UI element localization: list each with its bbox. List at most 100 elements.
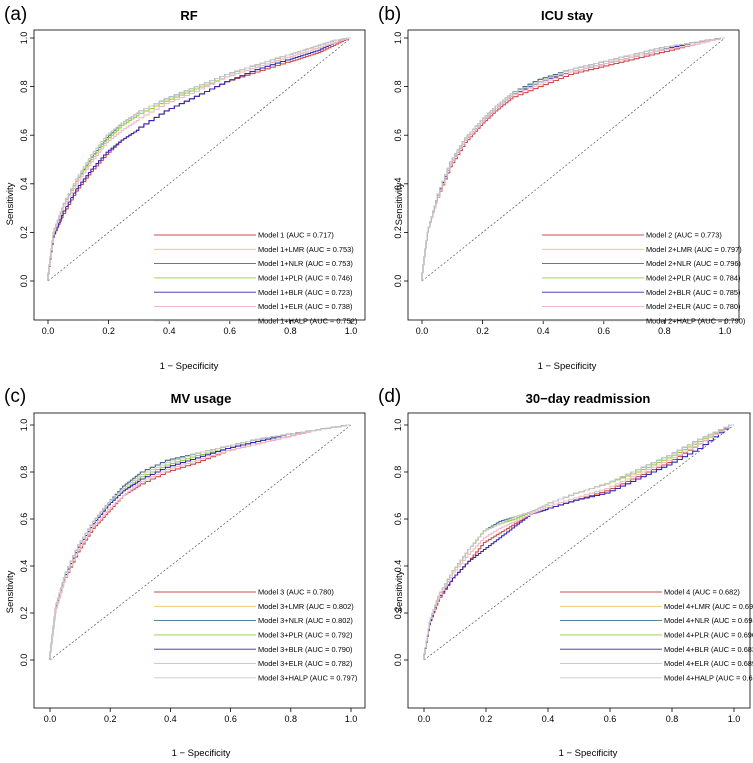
y-tick-label: 1.0 — [393, 419, 403, 432]
legend-label: Model 4 (AUC = 0.682) — [664, 588, 740, 597]
legend-label: Model 3+NLR (AUC = 0.802) — [258, 616, 353, 625]
x-tick-label: 0.8 — [666, 714, 679, 724]
legend-label: Model 1+HALP (AUC = 0.752) — [258, 316, 357, 325]
plot-frame — [33, 29, 366, 321]
x-axis-label: 1 − Specificity — [160, 361, 219, 372]
y-tick-label: 0.2 — [19, 607, 29, 620]
legend-label: Model 3+BLR (AUC = 0.790) — [258, 645, 352, 654]
y-tick-label: 0.8 — [19, 466, 29, 479]
chart-title: ICU stay — [541, 8, 594, 23]
x-tick-label: 0.0 — [416, 326, 429, 336]
x-tick-label: 0.8 — [285, 714, 298, 724]
y-tick-label: 0.0 — [393, 654, 403, 667]
y-tick-label: 0.6 — [393, 129, 403, 142]
y-tick-label: 0.8 — [393, 80, 403, 93]
plot-frame — [407, 412, 751, 709]
y-axis-label: Sensitivity — [5, 570, 16, 613]
x-tick-label: 0.0 — [418, 714, 431, 724]
panel-letter: (a) — [4, 4, 27, 25]
x-axis-label: 1 − Specificity — [559, 748, 618, 759]
y-tick-label: 0.8 — [393, 466, 403, 479]
legend-label: Model 3+HALP (AUC = 0.797) — [258, 673, 357, 682]
panel-letter: (d) — [378, 386, 401, 407]
x-tick-label: 0.2 — [104, 714, 117, 724]
legend-label: Model 1 (AUC = 0.717) — [258, 231, 334, 240]
roc-curve — [423, 424, 734, 660]
reference-diagonal — [423, 424, 735, 661]
x-axis-label: 1 − Specificity — [172, 748, 231, 759]
legend-label: Model 1+ELR (AUC = 0.738) — [258, 302, 352, 311]
x-tick-label: 0.6 — [604, 714, 617, 724]
legend-label: Model 1+LMR (AUC = 0.753) — [258, 245, 354, 254]
legend-label: Model 4+PLR (AUC = 0.696) — [664, 631, 753, 640]
y-tick-label: 1.0 — [19, 419, 29, 432]
y-tick-label: 1.0 — [393, 32, 403, 45]
x-tick-label: 0.4 — [164, 714, 177, 724]
chart-title: RF — [180, 8, 197, 23]
x-tick-label: 1.0 — [719, 326, 732, 336]
y-tick-label: 0.0 — [19, 275, 29, 288]
y-axis-label: Sensitivity — [5, 182, 16, 225]
legend-label: Model 4+ELR (AUC = 0.689) — [664, 659, 753, 668]
panel-b: (b) ICU stay 1 − Specificity Sensitivity… — [378, 4, 745, 372]
panel-d: (d) 30−day readmission 1 − Specificity S… — [378, 386, 753, 759]
legend-label: Model 2+BLR (AUC = 0.785) — [646, 288, 740, 297]
y-tick-label: 0.6 — [393, 513, 403, 526]
legend-label: Model 1+PLR (AUC = 0.746) — [258, 274, 352, 283]
roc-curve — [423, 424, 734, 660]
x-axis-label: 1 − Specificity — [538, 361, 597, 372]
y-tick-label: 0.2 — [393, 226, 403, 239]
y-tick-label: 0.8 — [19, 80, 29, 93]
x-tick-label: 0.6 — [224, 326, 237, 336]
roc-curve — [421, 37, 725, 281]
chart-title: MV usage — [171, 391, 232, 406]
y-tick-label: 0.4 — [19, 560, 29, 573]
legend-label: Model 2+ELR (AUC = 0.780) — [646, 302, 740, 311]
legend-label: Model 2+PLR (AUC = 0.784) — [646, 274, 740, 283]
roc-curve — [423, 424, 734, 660]
reference-diagonal — [421, 37, 726, 282]
roc-curve — [47, 37, 351, 281]
legend-label: Model 2+NLR (AUC = 0.796) — [646, 259, 741, 268]
x-tick-label: 0.0 — [44, 714, 57, 724]
plot-frame — [33, 412, 366, 709]
y-tick-label: 0.2 — [19, 226, 29, 239]
reference-diagonal — [47, 37, 352, 282]
y-tick-label: 0.4 — [393, 560, 403, 573]
panel-c: (c) MV usage 1 − Specificity Sensitivity… — [4, 386, 366, 759]
y-tick-label: 0.6 — [19, 513, 29, 526]
roc-curve — [47, 37, 351, 281]
legend-label: Model 4+HALP (AUC = 0.697) — [664, 673, 753, 682]
y-tick-label: 1.0 — [19, 32, 29, 45]
legend-label: Model 3+PLR (AUC = 0.792) — [258, 631, 352, 640]
legend-label: Model 1+NLR (AUC = 0.753) — [258, 259, 353, 268]
y-tick-label: 0.0 — [393, 275, 403, 288]
x-tick-label: 0.2 — [476, 326, 489, 336]
legend-label: Model 2+HALP (AUC = 0.790) — [646, 316, 745, 325]
y-tick-label: 0.4 — [393, 178, 403, 191]
roc-curve — [49, 424, 351, 660]
roc-curve — [47, 37, 351, 281]
legend-label: Model 4+NLR (AUC = 0.698) — [664, 616, 753, 625]
legend-label: Model 1+BLR (AUC = 0.723) — [258, 288, 352, 297]
y-axis-label: Sensitivity — [394, 182, 405, 225]
legend-label: Model 2 (AUC = 0.773) — [646, 231, 722, 240]
legend-label: Model 3 (AUC = 0.780) — [258, 588, 334, 597]
panel-a: (a) RF 1 − Specificity Sensitivity 0.0 0.… — [4, 4, 366, 372]
y-tick-label: 0.6 — [19, 129, 29, 142]
y-axis-label: Sensitivity — [394, 570, 405, 613]
panel-letter: (c) — [4, 386, 26, 407]
x-tick-label: 0.0 — [42, 326, 55, 336]
roc-curve — [421, 37, 725, 281]
y-tick-label: 0.0 — [19, 654, 29, 667]
x-tick-label: 1.0 — [728, 714, 741, 724]
x-tick-label: 0.8 — [658, 326, 671, 336]
plot-frame — [407, 29, 740, 321]
x-tick-label: 0.2 — [480, 714, 493, 724]
x-tick-label: 0.4 — [163, 326, 176, 336]
legend-label: Model 2+LMR (AUC = 0.797) — [646, 245, 742, 254]
x-tick-label: 1.0 — [345, 326, 358, 336]
x-tick-label: 0.6 — [598, 326, 611, 336]
